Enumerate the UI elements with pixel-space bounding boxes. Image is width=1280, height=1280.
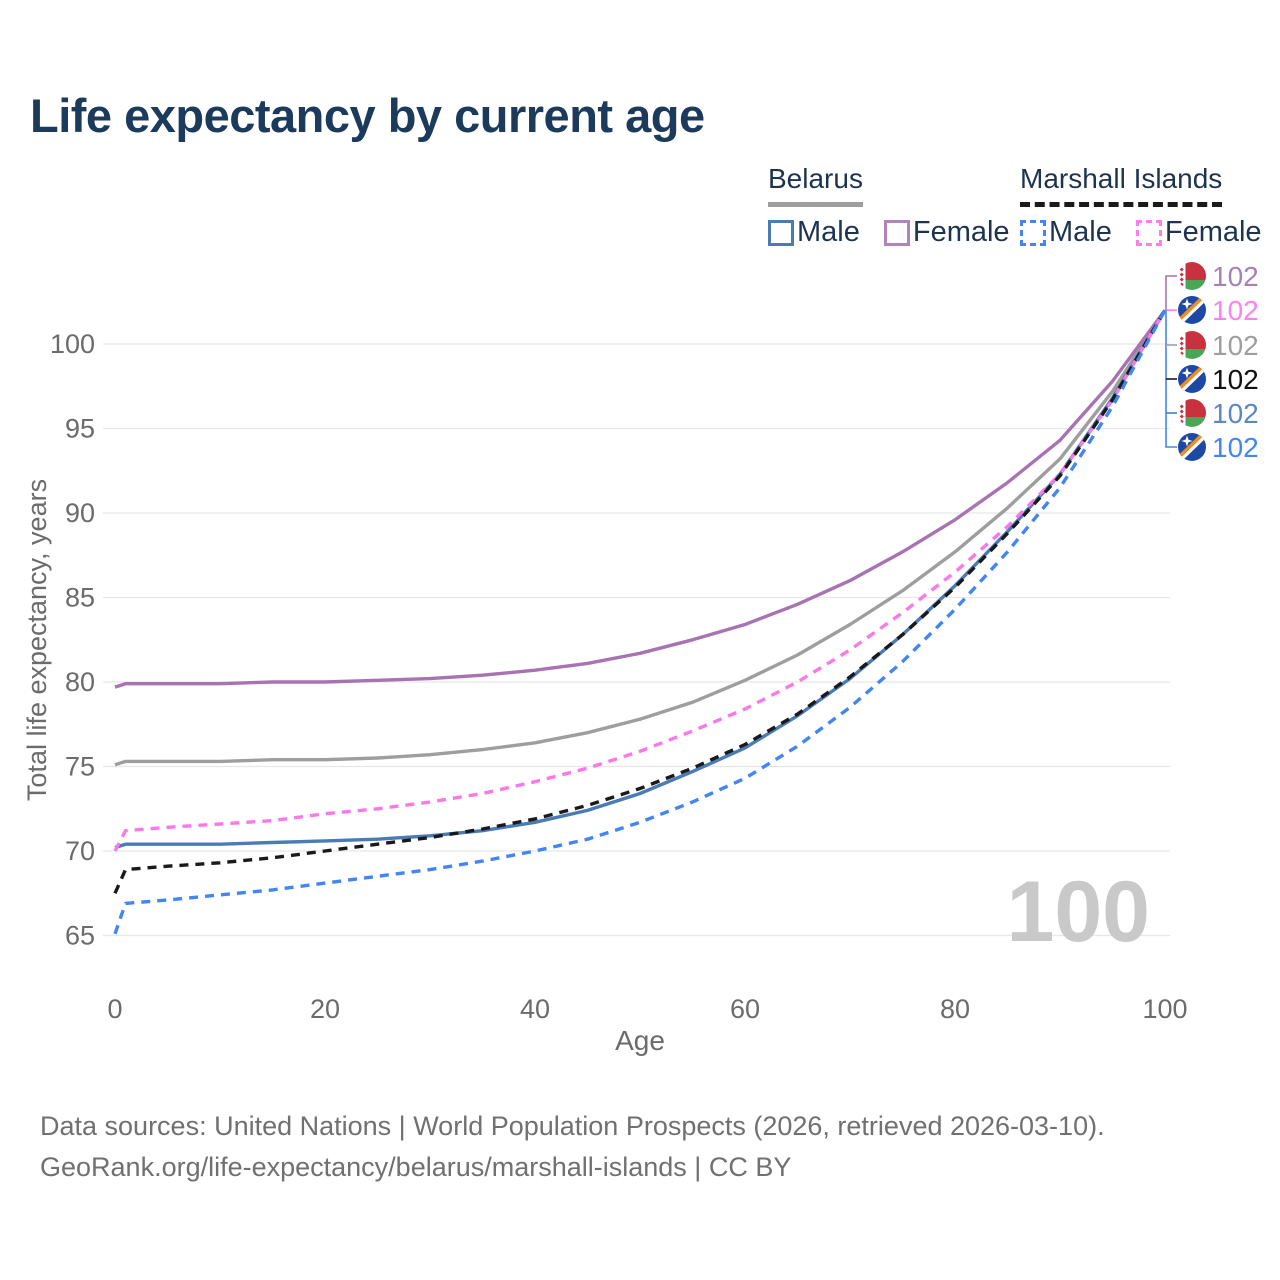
marshall-islands-flag-icon <box>1178 365 1206 393</box>
legend-swatch-marshall-islands-male <box>1020 219 1046 246</box>
y-axis-title: Total life expectancy, years <box>22 479 52 801</box>
y-tick-label-100: 100 <box>50 329 95 359</box>
x-tick-label-80: 80 <box>940 994 970 1024</box>
y-tick-label-85: 85 <box>65 583 95 613</box>
series-line-marshall-islands-female <box>113 309 1167 852</box>
belarus-flag-icon <box>1178 262 1206 290</box>
legend-group-marshall-islands-name: Marshall Islands <box>1020 163 1223 207</box>
marshall-islands-flag-icon <box>1178 433 1206 461</box>
x-axis-title: Age <box>615 1025 665 1056</box>
leader-belarus-female <box>1165 275 1177 311</box>
belarus-flag-icon <box>1178 399 1206 427</box>
legend-label-belarus-male: Male <box>797 216 860 248</box>
legend-group-belarus: Belarus Male Female <box>768 163 1010 249</box>
attribution-text: GeoRank.org/life-expectancy/belarus/mars… <box>40 1152 792 1182</box>
y-tick-label-90: 90 <box>65 498 95 528</box>
series-line-marshall-islands-both-sexes <box>113 309 1167 894</box>
legend-label-marshall-islands-male: Male <box>1049 216 1112 248</box>
x-tick-label-20: 20 <box>310 994 340 1024</box>
end-label-value-1: 102 <box>1212 295 1259 326</box>
age-watermark: 100 <box>1007 864 1151 960</box>
series-line-marshall-islands-male <box>113 309 1167 935</box>
data-sources-text: Data sources: United Nations | World Pop… <box>40 1111 1105 1141</box>
y-tick-label-70: 70 <box>65 836 95 866</box>
legend-group-belarus-name: Belarus <box>768 163 863 207</box>
leader-marshall-islands-male <box>1165 310 1177 448</box>
legend-swatch-marshall-islands-female <box>1135 219 1162 246</box>
chart-footer: Data sources: United Nations | World Pop… <box>40 1106 1105 1188</box>
legend-label-belarus-female: Female <box>912 216 1010 248</box>
legend-item-belarus-male[interactable]: Male <box>768 216 860 249</box>
y-tick-label-95: 95 <box>65 414 95 444</box>
x-tick-label-40: 40 <box>520 994 550 1024</box>
legend-group-marshall-islands: Marshall Islands Male Female <box>1020 163 1262 249</box>
series-line-belarus-both-sexes <box>114 309 1167 767</box>
x-tick-label-60: 60 <box>730 994 760 1024</box>
x-tick-label-100: 100 <box>1142 994 1187 1024</box>
y-tick-label-80: 80 <box>65 667 95 697</box>
series-line-belarus-female <box>114 309 1167 689</box>
x-tick-label-0: 0 <box>107 994 122 1024</box>
belarus-flag-icon <box>1178 331 1206 359</box>
legend-item-marshall-islands-female[interactable]: Female <box>1135 216 1262 249</box>
legend-swatch-belarus-female <box>883 219 910 246</box>
end-label-value-3: 102 <box>1212 364 1259 395</box>
marshall-islands-flag-icon <box>1178 296 1206 324</box>
end-label-value-0: 102 <box>1212 261 1259 292</box>
end-label-value-4: 102 <box>1212 398 1259 429</box>
end-label-value-5: 102 <box>1212 432 1259 463</box>
legend-item-marshall-islands-male[interactable]: Male <box>1020 216 1112 249</box>
page-title: Life expectancy by current age <box>30 89 705 142</box>
y-tick-label-75: 75 <box>65 752 95 782</box>
legend-swatch-belarus-male <box>768 219 794 246</box>
chart-legend: Belarus Male Female Marshall Islands Mal… <box>0 163 1280 248</box>
legend-label-marshall-islands-female: Female <box>1164 216 1262 248</box>
y-tick-label-65: 65 <box>65 921 95 951</box>
legend-item-belarus-female[interactable]: Female <box>883 216 1010 249</box>
end-label-value-2: 102 <box>1212 330 1259 361</box>
